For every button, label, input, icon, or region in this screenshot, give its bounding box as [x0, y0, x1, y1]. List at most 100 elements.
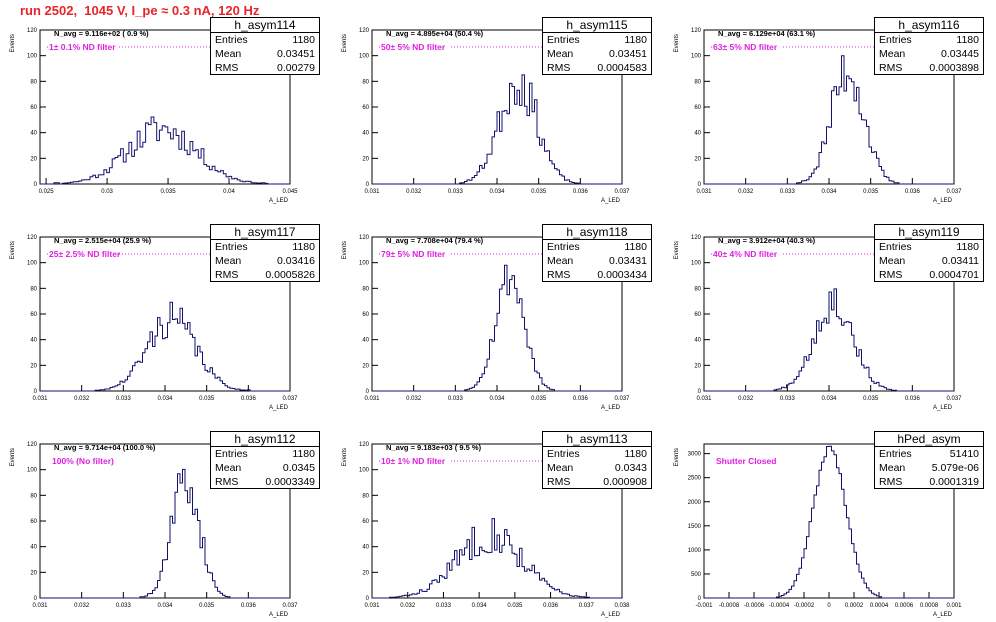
stats-box: h_asym114 Entries 1180 Mean 0.03451 RMS 0.0…: [210, 17, 320, 75]
mean-value: 0.03451: [277, 48, 315, 60]
x-tick-label: 0.034: [489, 189, 505, 195]
mean-row: Mean 5.079e-06: [875, 461, 983, 475]
stats-box: h_asym116 Entries 1180 Mean 0.03445 RMS 0.0…: [874, 17, 984, 75]
y-tick-label: 500: [691, 572, 702, 578]
x-tick-label: 0.036: [241, 396, 257, 402]
y-tick-label: 120: [359, 235, 370, 241]
stats-box: h_asym119 Entries 1180 Mean 0.03411 RMS 0.0…: [874, 224, 984, 282]
filter-label: 25± 2.5% ND filter: [49, 249, 121, 259]
histogram-panel: 0 20 40 60 80 100 120 0.031 0.032 0.033 0.034 0.035…: [664, 207, 996, 414]
entries-value: 1180: [624, 448, 647, 460]
y-tick-label: 80: [694, 79, 701, 85]
y-tick-label: 40: [362, 131, 369, 137]
rms-row: RMS 0.0003898: [875, 61, 983, 75]
histogram-name: h_asym115: [543, 18, 651, 33]
mean-value: 5.079e-06: [931, 462, 979, 474]
y-tick-label: 2500: [688, 476, 702, 482]
mean-value: 0.03411: [941, 255, 979, 267]
entries-label: Entries: [879, 241, 912, 253]
filter-label-bg: [380, 41, 450, 52]
entries-value: 1180: [624, 241, 647, 253]
x-tick-label: 0.031: [32, 396, 48, 402]
mean-value: 0.03451: [609, 48, 647, 60]
filter-label: 79± 5% ND filter: [381, 249, 446, 259]
x-axis-title: A_LED: [269, 612, 289, 618]
x-tick-label: 0.034: [821, 189, 837, 195]
entries-label: Entries: [215, 448, 248, 460]
x-tick-label: 0.032: [738, 189, 754, 195]
y-tick-label: 40: [30, 545, 37, 551]
y-tick-label: 0: [34, 389, 38, 395]
mean-value: 0.0345: [282, 462, 315, 474]
histogram-name: h_asym118: [543, 225, 651, 240]
x-tick-label: 0.031: [696, 396, 712, 402]
stats-box: h_asym118 Entries 1180 Mean 0.03431 RMS 0.0…: [542, 224, 652, 282]
rms-row: RMS 0.0003434: [543, 268, 651, 282]
rms-value: 0.0003898: [929, 62, 979, 74]
x-tick-label: 0.037: [282, 396, 298, 402]
x-tick-label: 0.032: [74, 603, 90, 609]
entries-row: Entries 1180: [211, 33, 319, 47]
rms-value: 0.0003434: [597, 269, 647, 281]
rms-value: 0.0004583: [597, 62, 647, 74]
rms-row: RMS 0.0001319: [875, 475, 983, 489]
navg-label: N_avg = 4.895e+04 (50.4 %): [386, 29, 484, 38]
navg-label: N_avg = 7.708e+04 (79.4 %): [386, 236, 484, 245]
y-tick-label: 20: [694, 363, 701, 369]
y-tick-label: 60: [362, 312, 369, 318]
entries-label: Entries: [547, 34, 580, 46]
rms-row: RMS 0.0004583: [543, 61, 651, 75]
histogram-plot: 0 20 40 60 80 100 120 0.025 0.03 0.035 0.04 0.045 Ev…: [10, 28, 298, 204]
histogram-plot: 0 500 1000 1500 2000 2500 3000 -0.001 -0.0008 -0.…: [674, 443, 962, 618]
x-axis-title: A_LED: [269, 405, 289, 411]
x-tick-label: 0.033: [448, 396, 464, 402]
y-tick-label: 80: [362, 286, 369, 292]
histogram-panel: 0 20 40 60 80 100 120 0.025 0.03 0.035 0.04 0.045 Ev…: [0, 0, 332, 207]
navg-label: N_avg = 2.515e+04 (25.9 %): [54, 236, 152, 245]
x-tick-label: 0.031: [364, 189, 380, 195]
entries-label: Entries: [879, 448, 912, 460]
x-tick-label: 0.025: [39, 189, 55, 195]
histogram-series: [704, 288, 954, 392]
filter-label: 10± 1% ND filter: [381, 456, 446, 466]
navg-label: N_avg = 3.912e+04 (40.3 %): [718, 236, 816, 245]
entries-value: 1180: [624, 34, 647, 46]
rms-label: RMS: [879, 476, 903, 488]
x-tick-label: 0.031: [32, 603, 48, 609]
y-axis-title: Events: [10, 34, 16, 52]
y-tick-label: 0: [34, 182, 38, 188]
x-tick-label: 0.037: [614, 396, 630, 402]
histogram-plot: 0 20 40 60 80 100 120 0.031 0.032 0.033 0.034 0.035…: [10, 235, 298, 411]
mean-value: 0.03445: [941, 48, 979, 60]
rms-value: 0.0004701: [929, 269, 979, 281]
x-tick-label: 0.035: [531, 189, 547, 195]
histogram-series: [40, 301, 290, 392]
stats-box: h_asym113 Entries 1180 Mean 0.0343 RMS 0.00…: [542, 431, 652, 489]
y-tick-label: 40: [694, 338, 701, 344]
y-axis-title: Events: [342, 241, 348, 259]
histogram-panel: 0 20 40 60 80 100 120 0.031 0.032 0.033 0.034 0.035…: [332, 207, 664, 414]
stats-box: hPed_asym Entries 51410 Mean 5.079e-06 RMS…: [874, 431, 984, 489]
x-tick-label: 0.0002: [845, 603, 864, 609]
rms-row: RMS 0.0003349: [211, 475, 319, 489]
x-tick-label: 0.037: [946, 189, 962, 195]
y-tick-label: 120: [27, 235, 38, 241]
y-tick-label: 100: [27, 54, 38, 60]
navg-label: N_avg = 6.129e+04 (63.1 %): [718, 29, 816, 38]
x-tick-label: 0.034: [489, 396, 505, 402]
x-tick-label: 0.0008: [920, 603, 939, 609]
histogram-name: h_asym116: [875, 18, 983, 33]
y-tick-label: 100: [27, 261, 38, 267]
y-tick-label: 80: [362, 493, 369, 499]
y-tick-label: 80: [30, 493, 37, 499]
x-tick-label: 0.034: [157, 603, 173, 609]
y-tick-label: 0: [366, 182, 370, 188]
x-tick-label: -0.0006: [744, 603, 765, 609]
entries-label: Entries: [547, 448, 580, 460]
mean-row: Mean 0.0345: [211, 461, 319, 475]
mean-row: Mean 0.03431: [543, 254, 651, 268]
x-tick-label: 0.035: [161, 189, 177, 195]
rms-value: 0.0005826: [265, 269, 315, 281]
histogram-panel: 0 20 40 60 80 100 120 0.031 0.032 0.033 0.034 0.035…: [0, 207, 332, 414]
y-tick-label: 3000: [688, 452, 702, 458]
